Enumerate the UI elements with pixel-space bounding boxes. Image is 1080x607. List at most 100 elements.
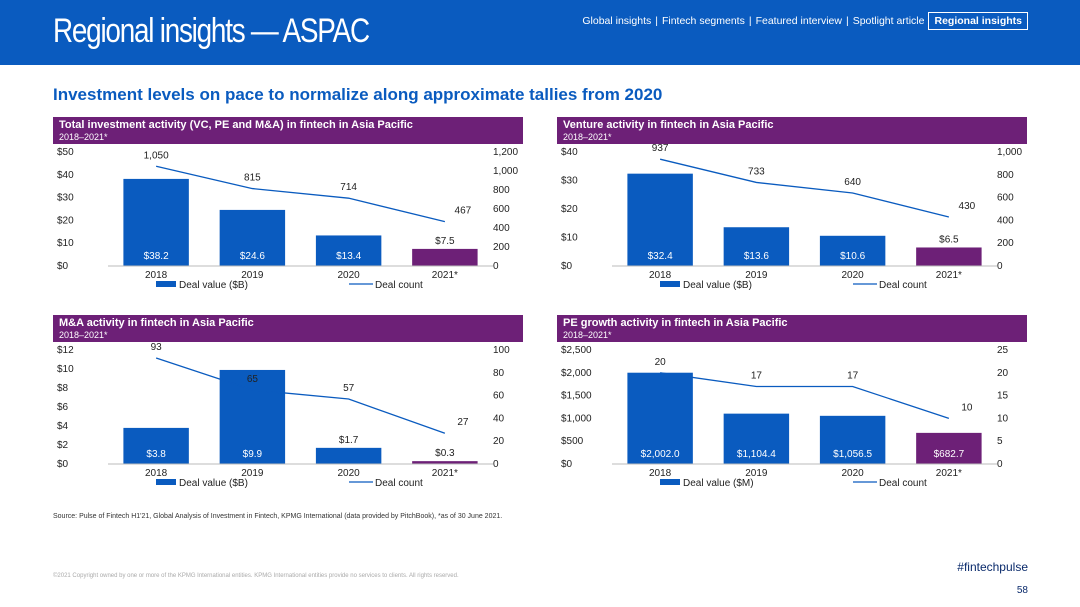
- panel-header: PE growth activity in fintech in Asia Pa…: [557, 315, 1027, 342]
- bar: [723, 413, 790, 464]
- chart-ma: $0 $2 $4 $6 $8 $10 $12 0 20 40 60 80 100 $3.8 $9.9 $1.7…: [57, 342, 510, 489]
- bar: [916, 432, 982, 464]
- nav-separator: |: [748, 15, 752, 27]
- right-axis-tick: 400: [493, 223, 510, 234]
- nav-separator: |: [655, 15, 658, 27]
- left-axis-tick: $20: [561, 204, 578, 215]
- left-axis-tick: $8: [57, 383, 69, 394]
- nav-regional-insights[interactable]: Regional insights: [928, 12, 1028, 30]
- deal-count-label: 20: [655, 357, 667, 368]
- left-axis-tick: $30: [57, 193, 74, 204]
- right-axis-tick: 0: [493, 261, 499, 272]
- bar-value-label: $38.2: [144, 251, 169, 262]
- nav-featured-interview[interactable]: Featured interview: [755, 15, 842, 27]
- category-label: 2018: [145, 468, 168, 479]
- right-axis-tick: 400: [997, 215, 1014, 226]
- bar: [819, 235, 886, 266]
- bar: [219, 209, 286, 266]
- right-axis-tick: 600: [493, 204, 510, 215]
- chart-title: Venture activity in fintech in Asia Paci…: [563, 119, 774, 131]
- right-axis-tick: 20: [997, 368, 1009, 379]
- right-axis-tick: 200: [493, 242, 510, 253]
- legend-swatch-bar: [660, 281, 680, 287]
- deal-count-label: 714: [340, 182, 357, 193]
- bar-value-label: $7.5: [435, 236, 455, 247]
- left-axis-tick: $40: [561, 147, 578, 158]
- bar-value-label: $24.6: [240, 251, 265, 262]
- category-label: 2018: [649, 270, 672, 281]
- bar-value-label: $6.5: [939, 234, 959, 245]
- left-axis-tick: $6: [57, 402, 69, 413]
- category-label: 2020: [338, 468, 361, 479]
- bar-value-label: $1,104.4: [737, 449, 776, 460]
- deal-count-label: 937: [652, 144, 669, 154]
- bar-value-label: $13.6: [744, 251, 769, 262]
- left-axis-tick: $10: [57, 238, 74, 249]
- right-axis-tick: 0: [493, 459, 499, 470]
- right-axis-tick: 1,000: [493, 166, 518, 177]
- chart-subtitle: 2018–2021*: [59, 330, 108, 340]
- chart-subtitle: 2018–2021*: [59, 132, 108, 142]
- chart-title: Total investment activity (VC, PE and M&…: [59, 119, 413, 131]
- deal-count-label: 1,050: [144, 150, 169, 161]
- category-label: 2019: [745, 270, 768, 281]
- deal-count-label: 93: [151, 342, 163, 353]
- right-axis-tick: 5: [997, 436, 1003, 447]
- nav-global-insights[interactable]: Global insights: [582, 15, 652, 27]
- hashtag: #fintechpulse: [957, 560, 1028, 574]
- left-axis-tick: $0: [561, 459, 573, 470]
- legend-label: Deal value ($B): [179, 478, 248, 489]
- left-axis-tick: $10: [57, 364, 74, 375]
- legend-label: Deal count: [375, 478, 423, 489]
- chart-title: PE growth activity in fintech in Asia Pa…: [563, 317, 788, 329]
- legend-label: Deal value ($B): [179, 280, 248, 291]
- left-axis-tick: $2,500: [561, 345, 592, 356]
- chart-total-investment: $0 $10 $20 $30 $40 $50 0 200 400 600 800 1,000 1,200…: [57, 147, 518, 291]
- panel-ma: M&A activity in fintech in Asia Pacific …: [53, 315, 523, 497]
- right-axis-tick: 10: [997, 413, 1009, 424]
- nav-spotlight-article[interactable]: Spotlight article: [852, 15, 925, 27]
- deal-count-label: 57: [343, 383, 355, 394]
- legend-swatch-bar: [660, 479, 680, 485]
- legend-swatch-bar: [156, 281, 176, 287]
- right-axis-tick: 25: [997, 345, 1009, 356]
- legend-label: Deal count: [879, 478, 927, 489]
- left-axis-tick: $10: [561, 233, 578, 244]
- headline: Investment levels on pace to normalize a…: [53, 85, 663, 104]
- chart-subtitle: 2018–2021*: [563, 132, 612, 142]
- deal-count-line: [155, 357, 446, 434]
- bar: [123, 178, 189, 266]
- chart-title: M&A activity in fintech in Asia Pacific: [59, 317, 254, 329]
- category-label: 2020: [842, 468, 865, 479]
- left-axis-tick: $1,000: [561, 413, 592, 424]
- panel-pe-growth: PE growth activity in fintech in Asia Pa…: [557, 315, 1027, 497]
- left-axis-tick: $0: [561, 261, 573, 272]
- category-label: 2018: [649, 468, 672, 479]
- deal-count-line: [155, 165, 446, 223]
- bar-value-label: $0.3: [435, 448, 455, 459]
- bar: [412, 248, 478, 266]
- category-label: 2019: [241, 270, 264, 281]
- right-axis-tick: 0: [997, 459, 1003, 470]
- right-axis-tick: 1,200: [493, 147, 518, 158]
- category-label: 2020: [842, 270, 865, 281]
- left-axis-tick: $0: [57, 459, 69, 470]
- deal-count-label: 17: [751, 370, 763, 381]
- right-axis-tick: 200: [997, 238, 1014, 249]
- left-axis-tick: $1,500: [561, 391, 592, 402]
- right-axis-tick: 100: [493, 345, 510, 356]
- bar-value-label: $1,056.5: [833, 449, 872, 460]
- category-label: 2019: [745, 468, 768, 479]
- bar: [723, 227, 790, 266]
- nav-fintech-segments[interactable]: Fintech segments: [661, 15, 745, 27]
- legend-label: Deal value ($B): [683, 280, 752, 291]
- left-axis-tick: $0: [57, 261, 69, 272]
- legend-label: Deal value ($M): [683, 478, 754, 489]
- left-axis-tick: $12: [57, 345, 74, 356]
- bar: [315, 447, 382, 464]
- bar-value-label: $9.9: [243, 449, 263, 460]
- left-axis-tick: $40: [57, 170, 74, 181]
- deal-count-label: 430: [959, 201, 976, 212]
- deal-count-label: 467: [455, 206, 472, 217]
- category-label: 2021*: [936, 270, 962, 281]
